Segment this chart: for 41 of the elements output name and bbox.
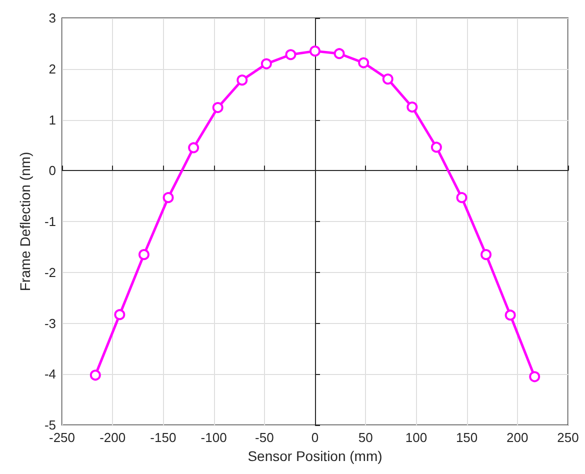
point xyxy=(188,142,200,154)
point xyxy=(456,192,468,204)
x-tick-label: 100 xyxy=(405,430,428,445)
y-tick-label: 0 xyxy=(48,163,56,178)
point xyxy=(212,102,224,114)
point xyxy=(334,48,345,60)
point xyxy=(260,58,272,70)
y-tick-label: 2 xyxy=(48,61,56,76)
y-tick-label: 3 xyxy=(48,10,56,26)
point xyxy=(430,142,442,153)
x-tick-label: 150 xyxy=(456,430,478,445)
point xyxy=(90,370,101,381)
point xyxy=(358,57,370,68)
y-tick-label: -2 xyxy=(44,264,56,280)
x-tick-label: -200 xyxy=(100,430,126,445)
y-tick-label: -1 xyxy=(44,214,56,229)
x-axis-title: Sensor Position (mm) xyxy=(248,448,382,464)
x-tick-label: -250 xyxy=(48,430,76,445)
x-tick-label: 50 xyxy=(358,430,373,445)
point xyxy=(504,310,516,321)
point xyxy=(382,74,394,85)
y-tick-label: -3 xyxy=(44,316,56,331)
x-tick-label: 0 xyxy=(311,430,319,445)
x-tick-label: 200 xyxy=(506,430,528,445)
x-tick-label: 250 xyxy=(557,430,579,445)
y-tick-label: 1 xyxy=(48,112,56,128)
point xyxy=(480,249,492,260)
x-tick-label: -100 xyxy=(200,430,227,445)
x-tick-label: -50 xyxy=(255,430,274,445)
y-axis-title: Frame Deflection (nm) xyxy=(17,152,33,292)
y-tick-label: -4 xyxy=(44,366,56,382)
y-tick-label: -5 xyxy=(44,418,56,432)
point xyxy=(285,49,296,60)
point xyxy=(138,249,150,260)
point xyxy=(114,309,126,320)
point xyxy=(529,371,540,382)
x-tick-label: -150 xyxy=(150,430,176,445)
point xyxy=(310,46,320,57)
point xyxy=(236,74,248,86)
point xyxy=(162,192,174,204)
point xyxy=(406,102,418,113)
